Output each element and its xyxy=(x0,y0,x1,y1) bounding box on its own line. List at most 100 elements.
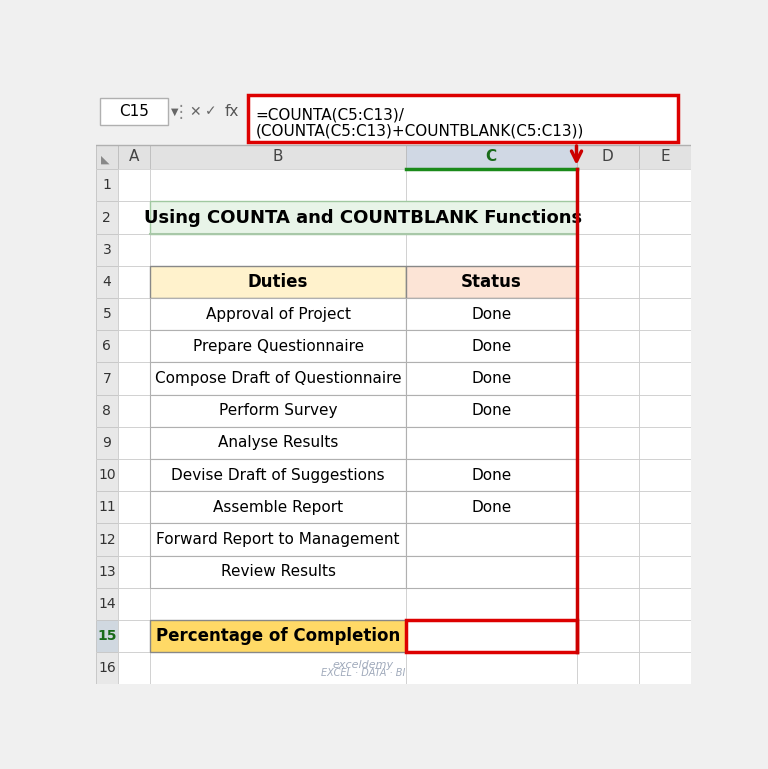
Bar xyxy=(118,524,151,556)
Bar xyxy=(577,234,638,266)
Text: 16: 16 xyxy=(98,661,116,675)
Bar xyxy=(118,394,151,427)
Text: 15: 15 xyxy=(97,629,117,643)
Bar xyxy=(118,491,151,524)
Bar xyxy=(638,652,691,684)
Bar xyxy=(638,394,691,427)
Bar xyxy=(406,394,577,427)
Bar xyxy=(638,427,691,459)
Text: ⋮: ⋮ xyxy=(173,102,190,121)
Text: ▼: ▼ xyxy=(171,107,179,117)
Text: Compose Draft of Questionnaire: Compose Draft of Questionnaire xyxy=(155,371,402,386)
Bar xyxy=(151,427,406,459)
Text: Devise Draft of Suggestions: Devise Draft of Suggestions xyxy=(171,468,385,483)
Text: fx: fx xyxy=(224,104,239,119)
Bar xyxy=(577,362,638,394)
Text: 10: 10 xyxy=(98,468,116,482)
Bar xyxy=(96,491,118,524)
Bar xyxy=(96,588,118,620)
Bar xyxy=(406,491,577,524)
Text: exceldemy: exceldemy xyxy=(333,660,394,670)
Bar xyxy=(96,362,118,394)
Bar xyxy=(577,298,638,330)
Bar xyxy=(638,524,691,556)
Bar xyxy=(96,652,118,684)
Text: 4: 4 xyxy=(102,275,111,289)
Bar xyxy=(151,491,406,524)
Text: Forward Report to Management: Forward Report to Management xyxy=(157,532,400,547)
Bar xyxy=(151,588,406,620)
Text: 3: 3 xyxy=(102,243,111,257)
Text: Perform Survey: Perform Survey xyxy=(219,403,337,418)
Bar xyxy=(406,201,577,234)
Bar xyxy=(406,266,577,298)
Bar xyxy=(248,95,678,141)
Bar xyxy=(118,266,151,298)
Text: 11: 11 xyxy=(98,501,116,514)
Bar xyxy=(96,427,118,459)
Bar xyxy=(118,234,151,266)
Bar xyxy=(577,620,638,652)
Text: Done: Done xyxy=(471,371,511,386)
Bar xyxy=(406,298,577,330)
Bar xyxy=(96,427,691,459)
Bar xyxy=(151,524,406,556)
Bar xyxy=(151,201,577,234)
Bar xyxy=(638,298,691,330)
Text: A: A xyxy=(129,149,139,165)
Text: EXCEL · DATA · BI: EXCEL · DATA · BI xyxy=(321,668,406,678)
Bar xyxy=(406,588,577,620)
Bar xyxy=(151,330,406,362)
Bar xyxy=(96,298,118,330)
Bar xyxy=(118,362,151,394)
Text: 6: 6 xyxy=(102,339,111,354)
Bar xyxy=(96,201,118,234)
Bar xyxy=(577,491,638,524)
Bar xyxy=(406,394,577,427)
Bar xyxy=(151,620,406,652)
Text: ✕: ✕ xyxy=(190,105,201,118)
Text: 5: 5 xyxy=(102,307,111,321)
Text: Done: Done xyxy=(471,307,511,321)
Bar xyxy=(577,330,638,362)
Bar xyxy=(577,394,638,427)
Bar xyxy=(577,652,638,684)
Bar xyxy=(96,169,691,201)
Bar xyxy=(406,330,577,362)
Bar xyxy=(96,524,118,556)
Bar xyxy=(577,169,638,201)
Bar xyxy=(151,234,406,266)
Bar xyxy=(118,620,151,652)
Text: =COUNTA(C5:C13)/: =COUNTA(C5:C13)/ xyxy=(256,108,405,123)
Text: Prepare Questionnaire: Prepare Questionnaire xyxy=(193,339,364,354)
Text: Done: Done xyxy=(471,339,511,354)
Bar xyxy=(406,362,577,394)
Text: C15: C15 xyxy=(119,104,149,119)
Bar xyxy=(151,330,406,362)
Text: Done: Done xyxy=(471,468,511,483)
Bar xyxy=(406,427,577,459)
Bar xyxy=(406,524,577,556)
Text: Review Results: Review Results xyxy=(220,564,336,579)
Text: Duties: Duties xyxy=(248,273,308,291)
Bar xyxy=(151,556,406,588)
Text: Approval of Project: Approval of Project xyxy=(206,307,351,321)
Bar xyxy=(638,491,691,524)
Bar xyxy=(96,92,691,145)
Bar xyxy=(151,145,406,169)
Text: Status: Status xyxy=(461,273,521,291)
Bar xyxy=(96,459,118,491)
Bar xyxy=(406,234,577,266)
Bar xyxy=(638,145,691,169)
Text: 8: 8 xyxy=(102,404,111,418)
Bar xyxy=(151,298,406,330)
Bar xyxy=(96,201,691,234)
Bar xyxy=(118,427,151,459)
Bar xyxy=(151,362,406,394)
Bar xyxy=(96,145,691,169)
Bar xyxy=(577,459,638,491)
Bar xyxy=(406,556,577,588)
Bar xyxy=(406,459,577,491)
Text: D: D xyxy=(601,149,614,165)
Bar xyxy=(577,588,638,620)
